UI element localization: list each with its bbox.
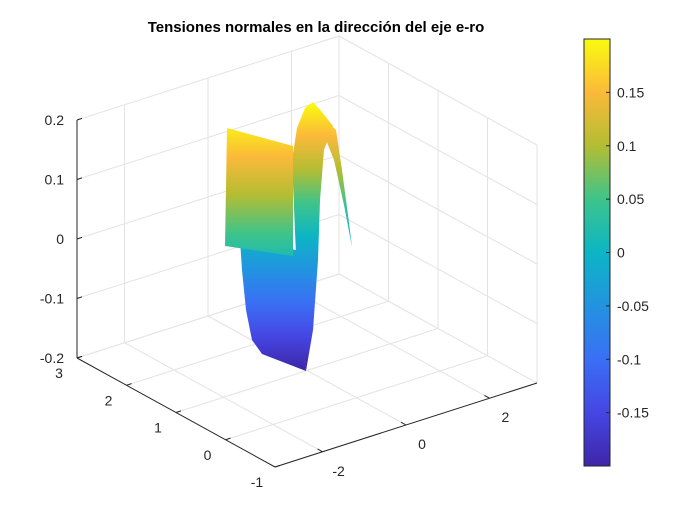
surface-patch-tail: [326, 124, 352, 247]
surface-patch-arch: [292, 102, 333, 371]
y-tick-label: -1: [251, 474, 264, 490]
tick-labels: -0.2 -0.1 0 0.1 0.2 -1 0 1 2 3 -2 0 2: [40, 112, 510, 490]
y-tick: [225, 437, 231, 441]
x-tick-label: 2: [502, 409, 510, 425]
z-tick-label: 0.2: [45, 112, 65, 128]
x-tick-label: -2: [332, 463, 345, 479]
surface-patch-lower: [240, 240, 306, 371]
colorbar: -0.15 -0.1 -0.05 0 0.05 0.1 0.15: [583, 38, 649, 467]
y-tick-label: 2: [105, 392, 113, 408]
grid-line-z-side: [338, 95, 538, 205]
grid-line-z-wall: [76, 35, 340, 121]
colorbar-tick-label: -0.15: [617, 405, 649, 421]
y-tick: [126, 383, 132, 386]
x-tick: [400, 421, 407, 426]
y-tick: [76, 355, 83, 359]
grid-line-y-floor: [225, 355, 488, 441]
grid-line-z-side: [338, 35, 538, 146]
x-tick: [317, 448, 323, 453]
chart-title: Tensiones normales en la dirección del e…: [148, 19, 485, 36]
grid-line-y-floor: [175, 328, 439, 413]
y-tick: [274, 464, 281, 468]
z-tick-label: 0: [56, 231, 64, 247]
colorbar-tick-label: -0.05: [617, 298, 649, 314]
colorbar-tick-label: 0.15: [617, 84, 644, 100]
z-tick: [76, 296, 83, 299]
axes-lines: [76, 117, 538, 468]
z-tick-label: 0.1: [45, 172, 65, 188]
grid-line-z-side: [338, 214, 538, 324]
grid-line-z-wall: [76, 95, 340, 180]
x-tick-label: 0: [418, 436, 426, 452]
y-tick-label: 1: [154, 420, 162, 436]
surface-patch-panel: [225, 128, 293, 256]
z-tick-label: -0.1: [40, 291, 64, 307]
z-tick: [76, 236, 83, 240]
colorbar-tick-label: 0: [617, 245, 625, 261]
grid-line-z-side: [338, 154, 538, 265]
colorbar-tick-label: -0.1: [617, 351, 641, 367]
y-tick-label: 0: [204, 447, 212, 463]
colorbar-tick-label: 0.1: [617, 138, 637, 154]
z-tick: [76, 177, 83, 180]
z-tick: [76, 117, 83, 121]
z-tick-label: -0.2: [40, 350, 64, 366]
x-tick: [484, 395, 490, 399]
colorbar-bar: [583, 38, 611, 467]
y-tick-label: 3: [55, 365, 63, 381]
y-tick: [175, 410, 182, 413]
surface: [225, 102, 352, 371]
colorbar-tick-label: 0.05: [617, 191, 644, 207]
